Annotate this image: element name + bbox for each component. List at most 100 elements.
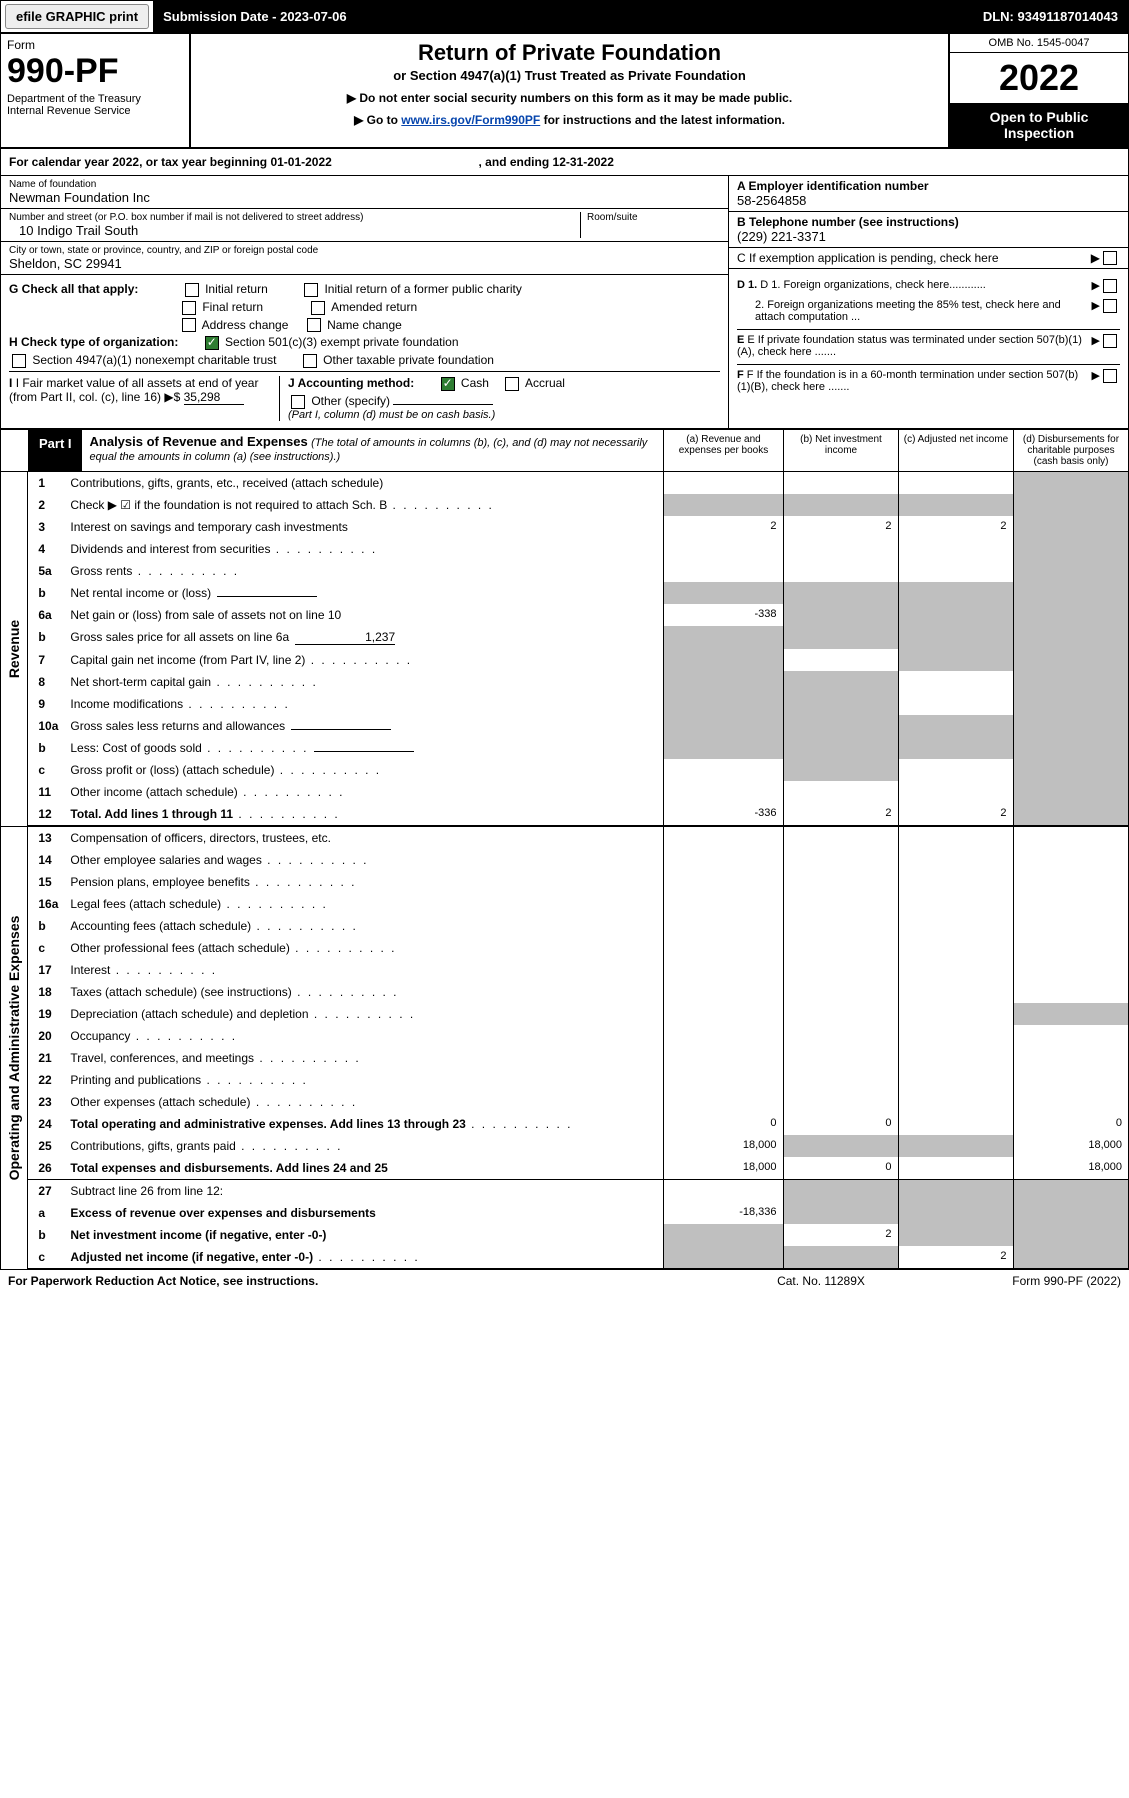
col-b-value: [783, 737, 898, 759]
header-mid: Return of Private Foundation or Section …: [191, 34, 948, 147]
table-row: bAccounting fees (attach schedule): [28, 915, 1128, 937]
irs-link[interactable]: www.irs.gov/Form990PF: [401, 113, 540, 127]
line-desc: Legal fees (attach schedule): [64, 893, 663, 915]
j-accrual-checkbox[interactable]: [505, 377, 519, 391]
d2-checkbox[interactable]: [1103, 299, 1117, 313]
col-d-value: [1013, 472, 1128, 494]
identification-block: Name of foundation Newman Foundation Inc…: [1, 176, 1128, 275]
line-number: 12: [28, 803, 64, 826]
table-row: bNet rental income or (loss): [28, 582, 1128, 604]
line-number: 10a: [28, 715, 64, 737]
col-c-value: [898, 759, 1013, 781]
col-b-value: [783, 604, 898, 626]
line-desc: Gross profit or (loss) (attach schedule): [64, 759, 663, 781]
h-501c3-checkbox[interactable]: [205, 336, 219, 350]
line-number: 3: [28, 516, 64, 538]
col-a-value: [663, 981, 783, 1003]
g-final-checkbox[interactable]: [182, 301, 196, 315]
d2-text: 2. Foreign organizations meeting the 85%…: [737, 299, 1092, 323]
col-b-value: [783, 1047, 898, 1069]
note2-pre: ▶ Go to: [354, 113, 401, 127]
calendar-year-row: For calendar year 2022, or tax year begi…: [1, 149, 1128, 176]
col-a-value: 0: [663, 1113, 783, 1135]
line-desc: Gross sales less returns and allowances: [64, 715, 663, 737]
col-d-value: [1013, 849, 1128, 871]
g-opt-5: Name change: [327, 318, 402, 332]
col-d-value: [1013, 781, 1128, 803]
col-d-value: [1013, 981, 1128, 1003]
f-checkbox[interactable]: [1103, 369, 1117, 383]
e-checkbox[interactable]: [1103, 334, 1117, 348]
h-opt1: Section 501(c)(3) exempt private foundat…: [225, 335, 458, 349]
col-a-value: [663, 1091, 783, 1113]
col-a-value: [663, 1179, 783, 1202]
col-b-value: [783, 759, 898, 781]
col-c-value: [898, 604, 1013, 626]
line-desc: Compensation of officers, directors, tru…: [64, 827, 663, 849]
table-row: 4Dividends and interest from securities: [28, 538, 1128, 560]
city-cell: City or town, state or province, country…: [1, 242, 728, 275]
line-desc: Accounting fees (attach schedule): [64, 915, 663, 937]
h-4947-checkbox[interactable]: [12, 354, 26, 368]
col-c-value: 2: [898, 516, 1013, 538]
col-c-value: [898, 1135, 1013, 1157]
g-row: G Check all that apply: Initial return I…: [9, 282, 720, 297]
line-number: c: [28, 1246, 64, 1269]
line-desc: Pension plans, employee benefits: [64, 871, 663, 893]
col-b-value: [783, 1025, 898, 1047]
col-a-value: [663, 1246, 783, 1269]
j-cash-checkbox[interactable]: [441, 377, 455, 391]
col-a-value: [663, 959, 783, 981]
col-d-value: [1013, 1025, 1128, 1047]
open-to-public: Open to Public Inspection: [950, 103, 1128, 147]
f-row: F F If the foundation is in a 60-month t…: [737, 364, 1120, 393]
j-other-checkbox[interactable]: [291, 395, 305, 409]
g-initial-checkbox[interactable]: [185, 283, 199, 297]
h-other-checkbox[interactable]: [303, 354, 317, 368]
col-c-value: [898, 959, 1013, 981]
col-c-value: [898, 849, 1013, 871]
col-b-value: [783, 1179, 898, 1202]
col-a-value: [663, 1003, 783, 1025]
g-name-checkbox[interactable]: [307, 318, 321, 332]
line-number: 9: [28, 693, 64, 715]
j-accrual: Accrual: [525, 376, 565, 390]
line-number: 20: [28, 1025, 64, 1047]
col-b-value: [783, 693, 898, 715]
g-opt-0: Initial return: [205, 282, 268, 296]
col-a-value: [663, 472, 783, 494]
line-number: 24: [28, 1113, 64, 1135]
line-desc: Contributions, gifts, grants, etc., rece…: [64, 472, 663, 494]
efile-print-button[interactable]: efile GRAPHIC print: [5, 4, 149, 29]
col-a-value: -338: [663, 604, 783, 626]
line-desc: Other income (attach schedule): [64, 781, 663, 803]
col-c-value: [898, 1179, 1013, 1202]
note-ssn: ▶ Do not enter social security numbers o…: [197, 91, 942, 105]
g-addr-checkbox[interactable]: [182, 318, 196, 332]
phone-cell: B Telephone number (see instructions) (2…: [729, 212, 1128, 248]
col-b-value: [783, 472, 898, 494]
col-b-value: [783, 538, 898, 560]
line-number: 17: [28, 959, 64, 981]
line-number: 5a: [28, 560, 64, 582]
part1-header: Part I Analysis of Revenue and Expenses …: [1, 429, 1128, 472]
d1-checkbox[interactable]: [1103, 279, 1117, 293]
line-desc: Total expenses and disbursements. Add li…: [64, 1157, 663, 1180]
ghij-left: G Check all that apply: Initial return I…: [1, 275, 728, 428]
g-amended-checkbox[interactable]: [311, 301, 325, 315]
line-desc: Capital gain net income (from Part IV, l…: [64, 649, 663, 671]
part1-tag: Part I: [29, 430, 82, 471]
g-initial-former-checkbox[interactable]: [304, 283, 318, 297]
col-b-value: [783, 671, 898, 693]
i-block: I I Fair market value of all assets at e…: [9, 376, 279, 421]
d2-row: 2. Foreign organizations meeting the 85%…: [737, 299, 1120, 323]
line-number: 23: [28, 1091, 64, 1113]
col-b-value: 0: [783, 1157, 898, 1180]
c-checkbox[interactable]: [1103, 251, 1117, 265]
topbar: efile GRAPHIC print Submission Date - 20…: [1, 1, 1128, 34]
header-right: OMB No. 1545-0047 2022 Open to Public In…: [948, 34, 1128, 147]
line-number: 22: [28, 1069, 64, 1091]
ij-row: I I Fair market value of all assets at e…: [9, 371, 720, 421]
address-cell: Number and street (or P.O. box number if…: [1, 209, 728, 242]
col-c-value: [898, 472, 1013, 494]
